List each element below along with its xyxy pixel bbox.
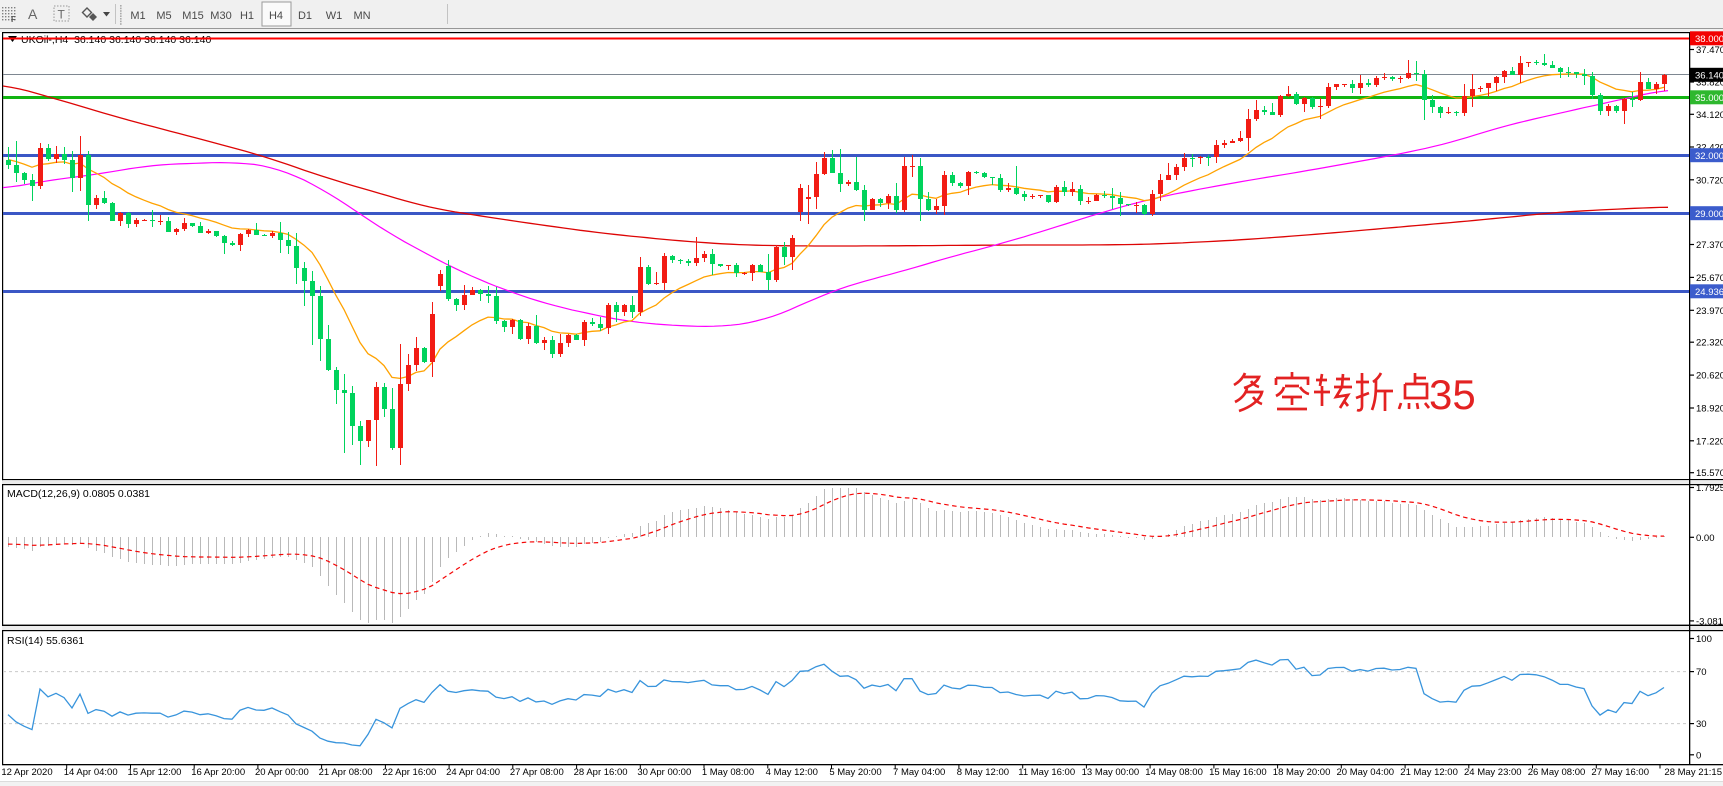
svg-text:22 Apr 16:00: 22 Apr 16:00: [382, 767, 436, 778]
svg-text:20.620: 20.620: [1696, 371, 1723, 382]
svg-text:14 May 08:00: 14 May 08:00: [1145, 767, 1203, 778]
svg-text:36.140: 36.140: [1695, 71, 1723, 82]
svg-text:0: 0: [1696, 750, 1701, 761]
svg-text:15 Apr 12:00: 15 Apr 12:00: [128, 767, 182, 778]
svg-text:100: 100: [1696, 634, 1712, 645]
svg-text:20 May 04:00: 20 May 04:00: [1337, 767, 1395, 778]
svg-text:15.570: 15.570: [1696, 468, 1723, 479]
svg-text:30.720: 30.720: [1696, 175, 1723, 186]
svg-text:27 May 16:00: 27 May 16:00: [1591, 767, 1649, 778]
svg-text:11 May 16:00: 11 May 16:00: [1018, 767, 1075, 778]
svg-text:28 May 21:15: 28 May 21:15: [1664, 767, 1722, 778]
svg-text:35.820: 35.820: [1696, 78, 1723, 89]
svg-text:7 May 04:00: 7 May 04:00: [893, 767, 945, 778]
svg-text:F: F: [11, 15, 16, 24]
svg-text:D1: D1: [298, 10, 312, 22]
svg-text:T: T: [58, 8, 66, 22]
svg-text:30: 30: [1696, 719, 1707, 730]
svg-text:14 Apr 04:00: 14 Apr 04:00: [64, 767, 118, 778]
svg-text:5 May 20:00: 5 May 20:00: [829, 767, 881, 778]
svg-text:28 Apr 16:00: 28 Apr 16:00: [574, 767, 628, 778]
svg-text:26 May 08:00: 26 May 08:00: [1528, 767, 1586, 778]
svg-text:35.000: 35.000: [1695, 93, 1723, 104]
svg-text:35: 35: [1429, 371, 1476, 418]
svg-text:30 Apr 00:00: 30 Apr 00:00: [637, 767, 691, 778]
svg-text:8 May 12:00: 8 May 12:00: [957, 767, 1009, 778]
svg-text:24 Apr 04:00: 24 Apr 04:00: [446, 767, 500, 778]
svg-text:15 May 16:00: 15 May 16:00: [1209, 767, 1267, 778]
svg-text:W1: W1: [326, 10, 343, 22]
svg-text:24 May 23:00: 24 May 23:00: [1464, 767, 1522, 778]
svg-text:25.670: 25.670: [1696, 273, 1723, 284]
svg-text:16 Apr 20:00: 16 Apr 20:00: [191, 767, 245, 778]
svg-text:70: 70: [1696, 667, 1707, 678]
svg-text:38.000: 38.000: [1695, 34, 1723, 45]
svg-text:37.470: 37.470: [1696, 45, 1723, 56]
svg-text:4 May 12:00: 4 May 12:00: [766, 767, 818, 778]
svg-text:M5: M5: [156, 10, 171, 22]
svg-text:13 May 00:00: 13 May 00:00: [1082, 767, 1140, 778]
svg-text:24.936: 24.936: [1695, 287, 1723, 298]
svg-text:H1: H1: [240, 10, 254, 22]
svg-text:-3.0818: -3.0818: [1696, 616, 1723, 627]
svg-text:21 Apr 08:00: 21 Apr 08:00: [319, 767, 373, 778]
svg-text:M1: M1: [130, 10, 145, 22]
svg-text:20 Apr 00:00: 20 Apr 00:00: [255, 767, 309, 778]
svg-text:MN: MN: [353, 10, 370, 22]
svg-text:RSI(14) 55.6361: RSI(14) 55.6361: [7, 635, 84, 647]
svg-text:1.7925: 1.7925: [1696, 483, 1723, 494]
svg-text:18.920: 18.920: [1696, 404, 1723, 415]
svg-text:34.120: 34.120: [1696, 110, 1723, 121]
svg-text:17.220: 17.220: [1696, 436, 1723, 447]
svg-text:23.970: 23.970: [1696, 306, 1723, 317]
svg-text:18 May 20:00: 18 May 20:00: [1273, 767, 1331, 778]
svg-text:12 Apr 2020: 12 Apr 2020: [1, 767, 52, 778]
svg-text:1 May 08:00: 1 May 08:00: [702, 767, 754, 778]
svg-text:27 Apr 08:00: 27 Apr 08:00: [510, 767, 564, 778]
svg-text:32.000: 32.000: [1695, 151, 1723, 162]
svg-text:22.320: 22.320: [1696, 338, 1723, 349]
svg-text:21 May 12:00: 21 May 12:00: [1400, 767, 1458, 778]
svg-text:MACD(12,26,9) 0.0805 0.0381: MACD(12,26,9) 0.0805 0.0381: [7, 488, 150, 500]
svg-text:0.00: 0.00: [1696, 533, 1715, 544]
svg-text:M15: M15: [182, 10, 203, 22]
svg-text:27.370: 27.370: [1696, 240, 1723, 251]
svg-text:29.000: 29.000: [1695, 209, 1723, 220]
svg-text:UKOil-,H4 36.140 36.140 36.14: UKOil-,H4 36.140 36.140 36.140 36.140: [21, 34, 211, 46]
svg-text:M30: M30: [210, 10, 231, 22]
svg-text:32.420: 32.420: [1696, 143, 1723, 154]
svg-text:A: A: [28, 6, 38, 22]
svg-text:H4: H4: [269, 10, 283, 22]
